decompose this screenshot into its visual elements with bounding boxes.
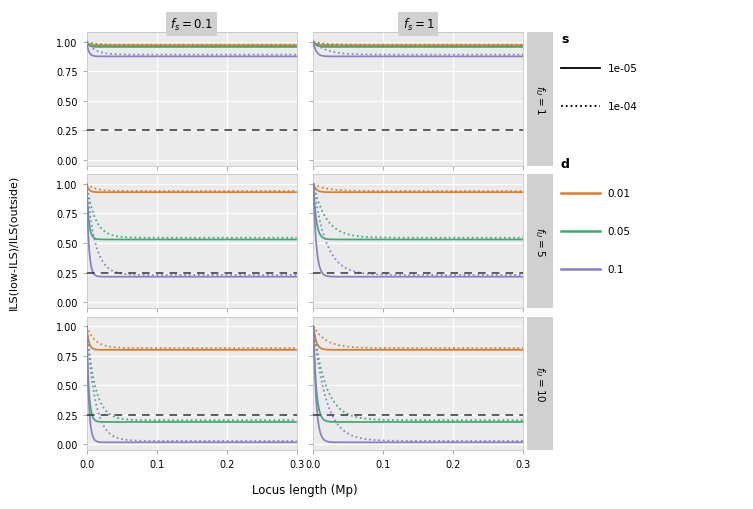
Text: 1e-05: 1e-05 [608,64,638,74]
Title: $f_s = 0.1$: $f_s = 0.1$ [170,17,213,33]
Text: d: d [561,158,570,171]
Text: Locus length (Mp): Locus length (Mp) [252,483,358,496]
Text: s: s [561,33,569,46]
Text: 0.01: 0.01 [608,188,631,199]
Text: 0.05: 0.05 [608,227,631,237]
Text: 0.1: 0.1 [608,265,624,275]
Text: $f_U = 1$: $f_U = 1$ [533,85,547,115]
Text: 1e-04: 1e-04 [608,102,638,112]
Text: $f_U = 10$: $f_U = 10$ [533,365,547,402]
Text: $f_U = 5$: $f_U = 5$ [533,227,547,257]
Text: ILS(low-ILS)/ILS(outside): ILS(low-ILS)/ILS(outside) [8,174,19,309]
Title: $f_s = 1$: $f_s = 1$ [403,17,434,33]
